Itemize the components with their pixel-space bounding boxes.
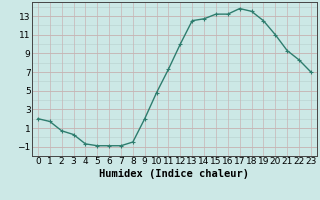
X-axis label: Humidex (Indice chaleur): Humidex (Indice chaleur) [100,169,249,179]
